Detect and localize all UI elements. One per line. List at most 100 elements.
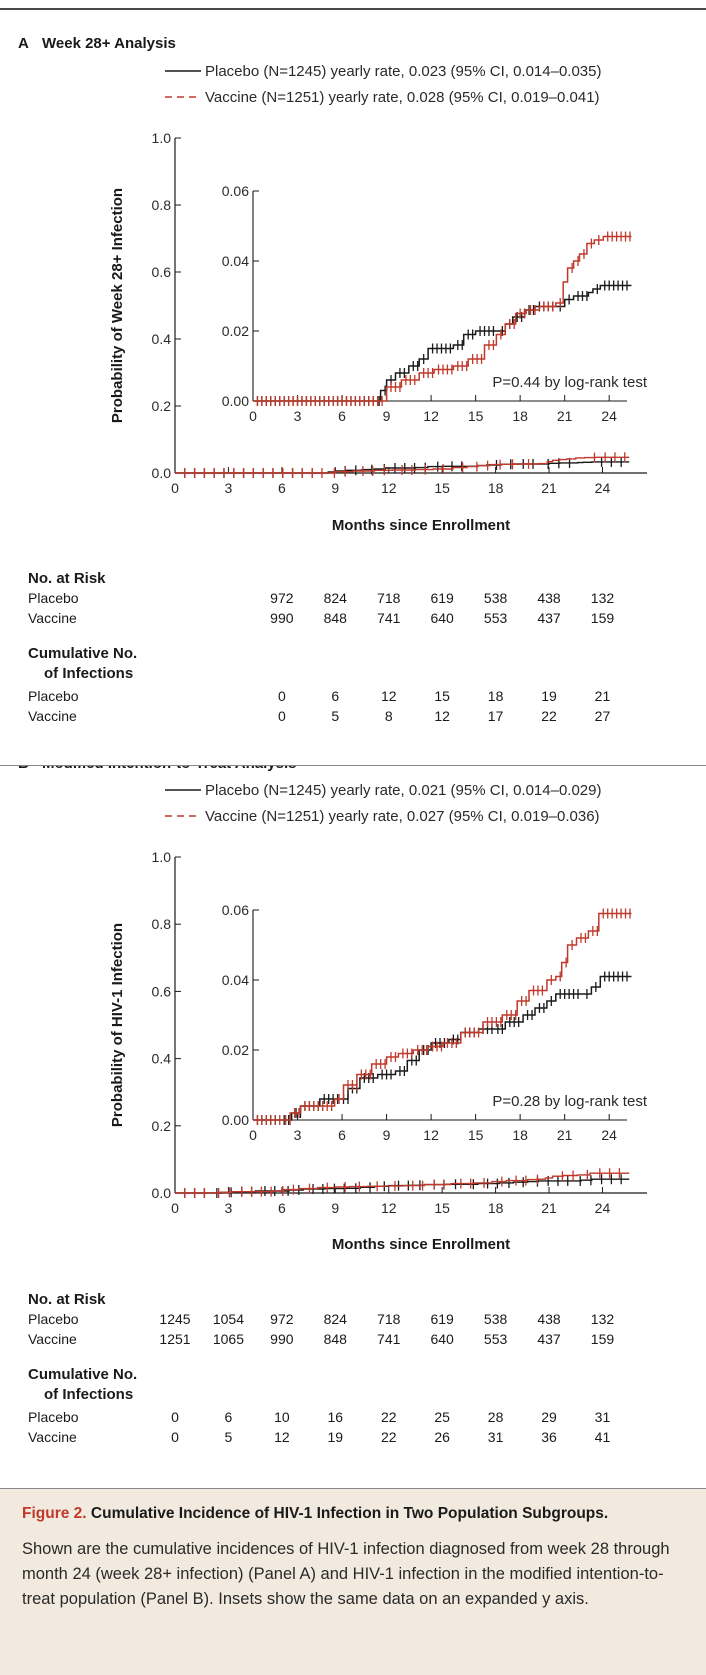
risk-cell: 824 — [323, 1311, 347, 1327]
inset-x-tick-label: 3 — [294, 408, 302, 424]
inset-x-tick-label: 12 — [423, 1127, 439, 1143]
main-x-tick-label: 24 — [595, 480, 611, 496]
main-x-tick-label: 6 — [278, 1200, 286, 1216]
infection-cell: 15 — [434, 688, 450, 704]
main-series-vaccine-line — [175, 456, 630, 474]
inset-x-tick-label: 12 — [423, 408, 439, 424]
main-x-tick-label: 21 — [541, 1200, 557, 1216]
inset-y-tick-label: 0.04 — [222, 972, 249, 988]
infection-cell: 29 — [541, 1409, 557, 1425]
main-x-tick-label: 12 — [381, 1200, 397, 1216]
infection-cell: 22 — [380, 1409, 397, 1425]
infection-row-label: Vaccine — [28, 708, 77, 724]
figure-label: Figure 2. — [22, 1505, 87, 1522]
infection-table-header-line1: Cumulative No. — [28, 1366, 138, 1383]
inset-x-tick-label: 15 — [468, 408, 484, 424]
inset-x-tick-label: 21 — [557, 408, 573, 424]
risk-cell: 132 — [590, 590, 615, 606]
infection-cell: 19 — [541, 688, 557, 704]
main-x-tick-label: 3 — [225, 480, 233, 496]
main-x-tick-label: 15 — [434, 1200, 450, 1216]
inset-x-tick-label: 18 — [512, 408, 528, 424]
infection-table-header-line2: of Infections — [44, 1386, 134, 1403]
risk-cell: 972 — [270, 1311, 294, 1327]
inset-x-tick-label: 24 — [601, 408, 617, 424]
panel-label: A — [18, 35, 29, 52]
main-y-tick-label: 1.0 — [152, 130, 172, 146]
main-x-tick-label: 3 — [225, 1200, 233, 1216]
infection-cell: 8 — [384, 708, 393, 724]
main-x-tick-label: 24 — [595, 1200, 611, 1216]
infection-cell: 41 — [594, 1429, 611, 1445]
risk-cell: 640 — [430, 1331, 454, 1347]
infection-cell: 16 — [327, 1409, 344, 1425]
main-y-tick-label: 0.4 — [152, 1051, 172, 1067]
risk-cell: 1065 — [212, 1331, 244, 1347]
risk-cell: 990 — [270, 610, 294, 626]
infection-table-header-line2: of Infections — [44, 665, 134, 682]
risk-table-header: No. at Risk — [28, 1291, 106, 1308]
risk-cell: 640 — [430, 610, 454, 626]
risk-cell: 538 — [483, 1311, 508, 1327]
main-x-tick-label: 12 — [381, 480, 397, 496]
risk-cell: 741 — [377, 1331, 401, 1347]
inset-y-tick-label: 0.00 — [222, 1112, 249, 1128]
risk-cell: 437 — [537, 1331, 561, 1347]
main-y-tick-label: 0.2 — [152, 1118, 172, 1134]
inset-x-tick-label: 24 — [601, 1127, 617, 1143]
x-axis-title: Months since Enrollment — [332, 1236, 510, 1253]
main-x-tick-label: 9 — [331, 480, 339, 496]
panel-b-chart: B Modified Intention-to-Treat Analysis Pla… — [18, 766, 648, 1253]
inset-y-tick-label: 0.06 — [222, 902, 249, 918]
infection-cell: 36 — [541, 1429, 557, 1445]
risk-cell: 1251 — [159, 1331, 191, 1347]
risk-cell: 1054 — [212, 1311, 244, 1327]
risk-cell: 741 — [377, 610, 401, 626]
inset-x-tick-label: 0 — [249, 408, 257, 424]
risk-row-label: Vaccine — [28, 610, 77, 626]
inset-series-vaccine-line — [253, 912, 632, 1121]
inset-x-tick-label: 18 — [512, 1127, 528, 1143]
inset-y-tick-label: 0.06 — [222, 183, 249, 199]
x-axis-title: Months since Enrollment — [332, 517, 510, 534]
infection-cell: 6 — [331, 688, 340, 704]
inset-x-tick-label: 0 — [249, 1127, 257, 1143]
risk-row-label: Vaccine — [28, 1331, 77, 1347]
inset-x-tick-label: 21 — [557, 1127, 573, 1143]
logrank-annotation: P=0.44 by log-rank test — [492, 374, 648, 391]
main-series-vaccine-censor-marks — [184, 1168, 621, 1198]
risk-cell: 437 — [537, 610, 561, 626]
main-series-vaccine-censor-marks — [184, 452, 626, 478]
risk-cell: 553 — [483, 610, 508, 626]
panel-title-group: A Week 28+ Analysis — [18, 35, 176, 52]
risk-cell: 132 — [590, 1311, 615, 1327]
risk-cell: 848 — [323, 1331, 347, 1347]
risk-cell: 538 — [483, 590, 508, 606]
infection-cell: 0 — [171, 1429, 179, 1445]
infection-table-header-line1: Cumulative No. — [28, 645, 138, 662]
infection-cell: 31 — [594, 1409, 611, 1425]
infection-row-label: Placebo — [28, 688, 79, 704]
panel-a-tables: No. at Risk Placebo 972 824 718 619 538 438 132 V… — [0, 570, 706, 760]
legend-placebo-label: Placebo (N=1245) yearly rate, 0.021 (95%… — [205, 782, 602, 799]
top-rule — [0, 0, 706, 10]
panel-b-tables: No. at Risk Placebo 1245 1054 972 824 718 619 53… — [0, 1291, 706, 1481]
caption-title: Figure 2. Cumulative Incidence of HIV-1 … — [22, 1503, 684, 1525]
legend-vaccine-label: Vaccine (N=1251) yearly rate, 0.028 (95%… — [205, 89, 600, 106]
main-y-tick-label: 0.2 — [152, 398, 172, 414]
inset-series-vaccine-censor-marks — [256, 908, 631, 1125]
inset-series-vaccine-censor-marks — [256, 231, 631, 406]
infection-cell: 22 — [380, 1429, 397, 1445]
infection-cell: 12 — [380, 688, 397, 704]
infection-cell: 22 — [541, 708, 557, 724]
main-x-tick-label: 0 — [171, 1200, 179, 1216]
panel-a-chart: A Week 28+ Analysis Placebo (N=1245) yearl… — [18, 35, 648, 534]
main-y-tick-label: 0.6 — [152, 983, 172, 999]
infection-cell: 28 — [487, 1409, 504, 1425]
risk-cell: 159 — [590, 610, 615, 626]
infection-cell: 19 — [327, 1429, 344, 1445]
risk-cell: 824 — [323, 590, 347, 606]
main-y-tick-label: 0.0 — [152, 1185, 172, 1201]
inset-x-tick-label: 6 — [338, 1127, 346, 1143]
main-x-tick-label: 15 — [434, 480, 450, 496]
